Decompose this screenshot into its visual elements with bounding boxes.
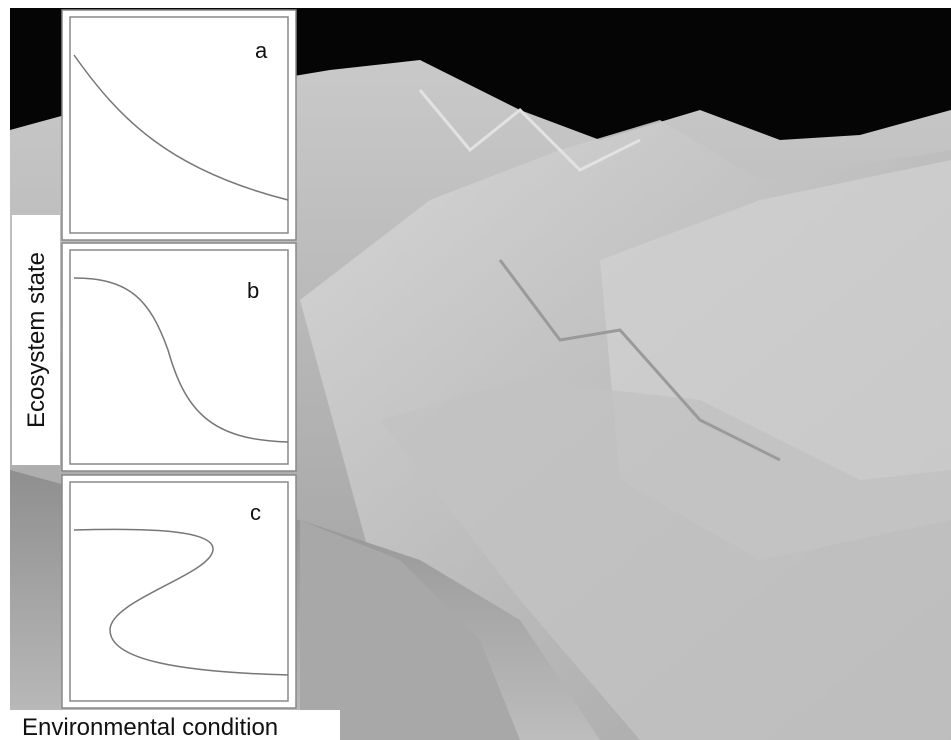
- panel-label: b: [247, 278, 259, 303]
- y-axis-label: Ecosystem state: [23, 252, 50, 428]
- panel-label: a: [255, 38, 268, 63]
- panel-b: b: [62, 243, 296, 471]
- figure: a b c Ecosystem state Environmental cond…: [0, 0, 951, 740]
- panel-c: c: [62, 475, 296, 708]
- x-axis-label: Environmental condition: [22, 714, 278, 740]
- panel-a: a: [62, 10, 296, 240]
- panel-label: c: [250, 500, 261, 525]
